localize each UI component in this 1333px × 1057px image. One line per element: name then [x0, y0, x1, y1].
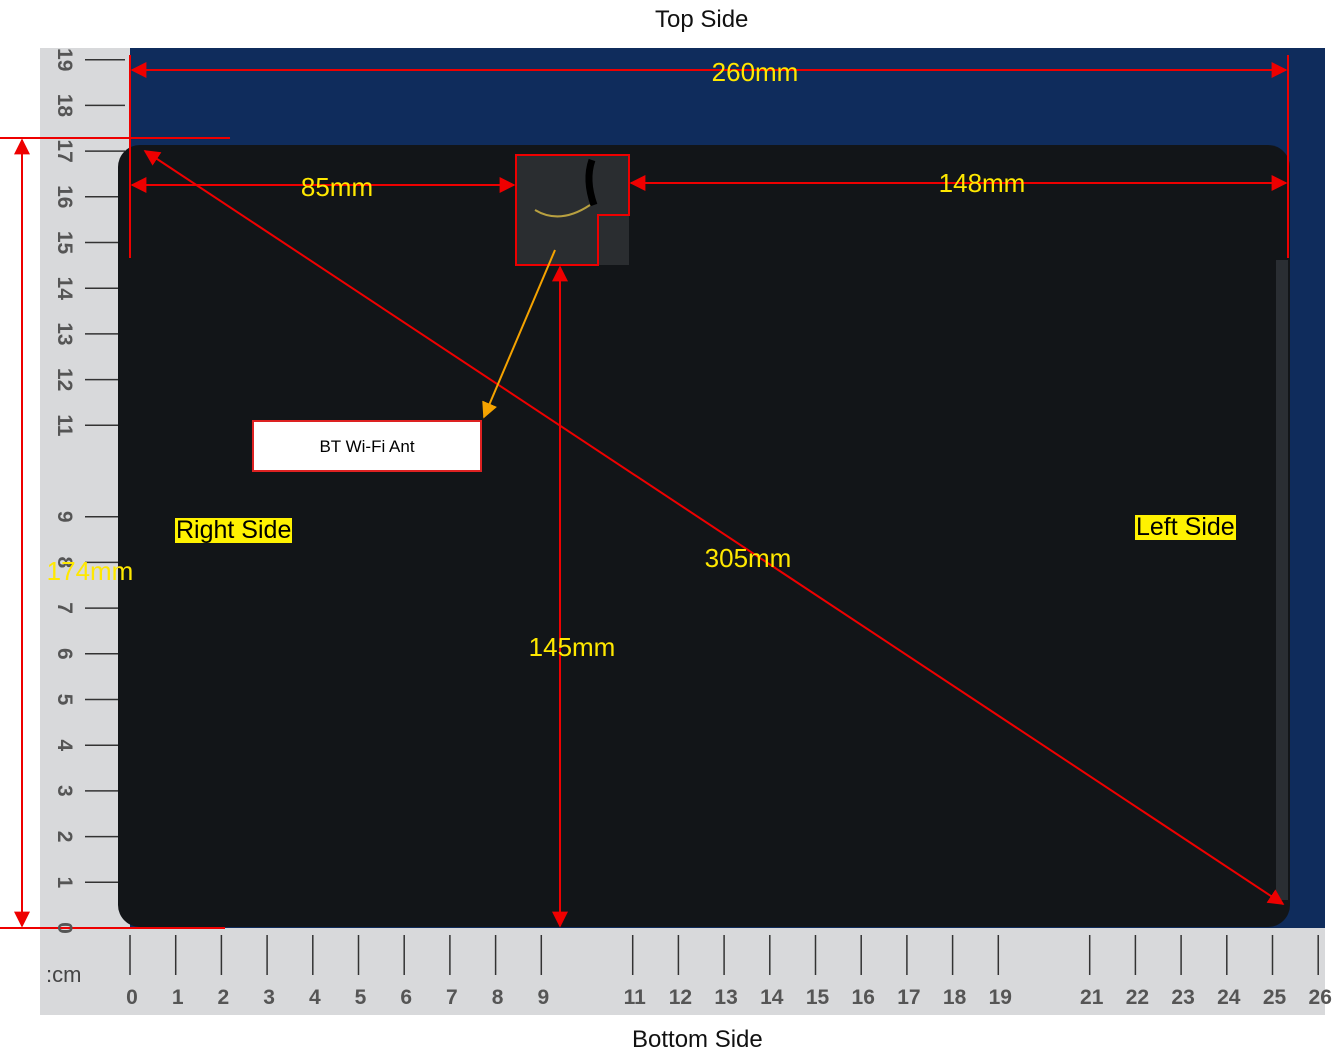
left-ruler: [40, 48, 130, 928]
ruler-number: 0: [126, 986, 138, 1009]
ruler-number: 5: [53, 694, 76, 706]
ruler-number: 18: [53, 94, 76, 118]
ruler-number: 16: [852, 986, 875, 1009]
tablet-edge: [1276, 260, 1288, 900]
ruler-number: 3: [53, 785, 76, 797]
ruler-number: 15: [53, 231, 76, 255]
ruler-number: 19: [989, 986, 1012, 1009]
ruler-number: 2: [218, 986, 230, 1009]
dimension: 85mm: [300, 172, 374, 202]
ruler-number: 1: [53, 876, 76, 888]
ruler-number: 26: [1309, 986, 1332, 1009]
ruler-number: 21: [1080, 986, 1104, 1009]
ruler-number: 17: [897, 986, 920, 1009]
ruler-number: 17: [53, 139, 76, 162]
ruler-number: 7: [446, 986, 458, 1009]
ruler-number: 14: [53, 277, 76, 301]
ruler-number: 14: [760, 986, 784, 1009]
antenna-area: [516, 155, 629, 265]
annotations: [0, 55, 1289, 929]
left-side-label: Left Side: [1135, 513, 1236, 541]
tablet: [118, 145, 1290, 927]
ruler-number: 3: [263, 986, 275, 1009]
ruler-number: 13: [53, 322, 76, 345]
top-label: Top Side: [655, 6, 749, 33]
dimension: 305mm: [704, 543, 792, 573]
pointer: [482, 249, 556, 419]
ruler-number: 1: [172, 986, 184, 1009]
ruler-number: 2: [53, 831, 76, 843]
ruler-number: 13: [714, 986, 737, 1009]
ruler-number: 8: [492, 986, 504, 1009]
dimension: 145mm: [528, 632, 616, 662]
dimension: 148mm: [938, 168, 1026, 198]
ruler-number: 15: [806, 986, 830, 1009]
ruler-number: 9: [53, 511, 76, 523]
ruler-number: 22: [1126, 986, 1149, 1009]
ruler-unit: :cm: [46, 962, 81, 987]
bottom-ruler: [40, 928, 1325, 1015]
ruler-number: 4: [53, 739, 76, 751]
ruler-number: 11: [53, 414, 76, 437]
ruler-number: 12: [669, 986, 692, 1009]
right-side-label: Right Side: [175, 516, 293, 544]
ruler-number: 0: [53, 922, 76, 934]
dimension: 174mm: [46, 556, 134, 586]
dimension: 260mm: [711, 57, 799, 87]
ruler-number: 25: [1263, 986, 1287, 1009]
antenna-label: BT Wi-Fi Ant: [252, 420, 482, 472]
ruler-number: 5: [355, 986, 367, 1009]
ruler-number: 6: [53, 648, 76, 660]
bottom-label: Bottom Side: [632, 1026, 763, 1053]
ruler-number: 9: [537, 986, 549, 1009]
ruler-number: 6: [400, 986, 412, 1009]
ruler-number: 12: [53, 368, 76, 391]
ruler-number: 8: [53, 557, 76, 569]
ruler-number: 16: [53, 185, 76, 208]
ruler-number: 7: [53, 602, 76, 614]
ruler-number: 11: [624, 986, 647, 1009]
ruler-number: 24: [1217, 986, 1241, 1009]
ruler-number: 18: [943, 986, 967, 1009]
ruler-number: 19: [53, 48, 76, 71]
ruler-number: 4: [309, 986, 321, 1009]
ruler-number: 23: [1171, 986, 1194, 1009]
